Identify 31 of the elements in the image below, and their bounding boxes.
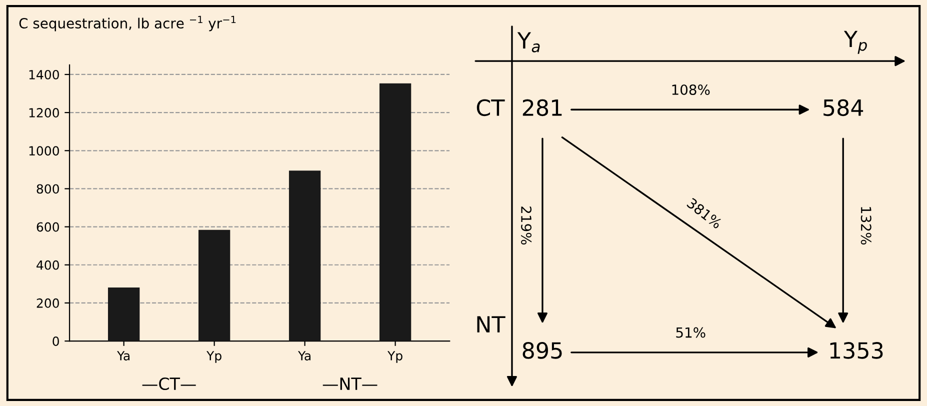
y-tick-label: 1000 — [29, 146, 59, 156]
x-tick-label: Yp — [206, 351, 222, 363]
text: 895 — [522, 342, 562, 359]
text: CT — [476, 99, 505, 116]
x-tick-label: Ya — [117, 351, 130, 360]
text: 281 — [522, 99, 562, 116]
y-tick-label: 1400 — [29, 70, 59, 80]
bar — [108, 288, 140, 342]
bar — [198, 230, 230, 342]
text: 132% — [860, 207, 872, 244]
bar — [379, 83, 412, 342]
y-tick-label: 800 — [36, 184, 59, 194]
text: —CT— — [142, 377, 196, 390]
y-tick-label: 1200 — [29, 108, 59, 118]
x-tick-label: Yp — [387, 351, 402, 363]
bar — [288, 170, 321, 342]
text: Y$_{a}$ — [517, 32, 540, 52]
text: 108% — [672, 84, 710, 95]
text: NT — [477, 316, 506, 332]
y-tick-label: 200 — [36, 298, 59, 308]
y-tick-label: 600 — [36, 222, 59, 232]
text: Y$_{p}$ — [844, 30, 867, 54]
text: 219% — [521, 206, 532, 244]
y-tick-label: 400 — [36, 260, 59, 270]
text: 1353 — [830, 342, 883, 359]
chart-title: C sequestration, lb acre $^{−1}$ yr$^{−1}$ — [19, 16, 236, 32]
text: 51% — [676, 327, 706, 338]
y-tick-label: 0 — [52, 336, 59, 346]
text: —NT— — [322, 378, 378, 390]
text: 584 — [824, 99, 864, 116]
x-tick-label: Ya — [298, 351, 310, 360]
